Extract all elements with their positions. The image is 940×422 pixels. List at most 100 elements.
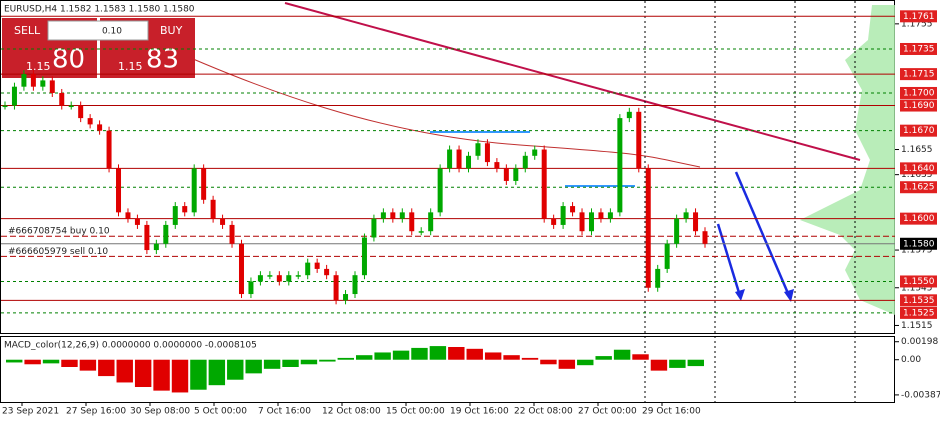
macd-bar (24, 359, 41, 365)
candle-body (286, 275, 292, 282)
candle-body (305, 262, 311, 276)
x-tick-label: 5 Oct 00:00 (194, 407, 247, 417)
candle-body (11, 86, 17, 106)
macd-bar (503, 355, 520, 360)
candle-body (598, 212, 604, 219)
candle-body (97, 124, 103, 131)
x-tick-label: 23 Sep 2021 (2, 407, 59, 417)
candle-body (579, 212, 585, 232)
macd-bar (577, 359, 594, 366)
lot-value[interactable]: 0.10 (102, 27, 122, 37)
arrow-head (784, 289, 794, 302)
level-label: 1.1525 (903, 308, 935, 318)
macd-bar (411, 347, 428, 360)
bid-digits: 80 (52, 45, 85, 75)
macd-bar (466, 348, 483, 360)
candle-body (428, 212, 434, 232)
candle-body (182, 206, 188, 213)
candle-body (503, 168, 509, 181)
level-label: 1.1700 (903, 88, 935, 98)
level-label: 1.1670 (903, 126, 935, 136)
level-box (900, 10, 937, 23)
macd-bar (521, 357, 539, 360)
candle-body (702, 231, 708, 244)
macd-bar (208, 359, 226, 386)
y-tick-label: 1.1515 (901, 321, 933, 331)
sell-button[interactable]: SELL (14, 24, 41, 37)
candle-body (40, 80, 46, 87)
level-label: 1.1735 (903, 44, 935, 54)
candle-body (674, 218, 680, 244)
macd-bar (79, 359, 97, 371)
candle-body (626, 111, 632, 119)
macd-bar (392, 350, 410, 360)
candle-body (447, 149, 453, 169)
candle-body (314, 262, 320, 269)
candle-body (399, 212, 405, 219)
candle-body (267, 275, 273, 277)
candle-body (466, 155, 472, 169)
x-tick-label: 30 Sep 08:00 (130, 407, 190, 417)
candle-body (220, 218, 226, 225)
buy-button[interactable]: BUY (160, 24, 183, 37)
macd-bar (61, 359, 78, 367)
macd-bar (42, 359, 60, 364)
candle-body (125, 212, 131, 219)
candle-body (541, 149, 547, 219)
candle-body (645, 168, 651, 288)
x-tick-label: 29 Oct 16:00 (642, 407, 701, 417)
y-tick-label: 1.1655 (901, 145, 933, 155)
candle-body (172, 206, 178, 225)
macd-bar (263, 359, 281, 369)
level-box (900, 68, 937, 81)
candle-body (163, 224, 169, 244)
arrow-line (734, 171, 792, 299)
level-box (900, 181, 937, 194)
x-tick-label: 27 Sep 16:00 (66, 407, 126, 417)
candle-body (655, 268, 661, 288)
macd-label: MACD_color(12,26,9) 0.0000000 0.0000000 … (4, 341, 257, 351)
macd-bar (319, 359, 336, 362)
level-label: 1.1640 (903, 164, 935, 174)
level-box (900, 212, 937, 225)
level-label: 1.1550 (903, 277, 935, 287)
candle-body (248, 281, 254, 295)
lot-input[interactable] (47, 20, 149, 41)
candle-body (617, 118, 623, 213)
bid-prefix: 1.15 (26, 60, 51, 73)
macd-bar (98, 359, 115, 377)
candle-body (409, 212, 415, 232)
candle-body (607, 212, 613, 219)
x-tick-label: 22 Oct 08:00 (514, 407, 573, 417)
candle-body (2, 105, 8, 108)
candle-body (210, 199, 216, 219)
macd-bar (190, 359, 207, 390)
one-click-panel: SELL BUY 0.10 1.15 80 1.15 83 (2, 18, 195, 78)
level-label: 1.1761 (903, 12, 935, 22)
macd-bar (134, 359, 152, 387)
level-label: 1.1600 (903, 214, 935, 224)
macd-bar (282, 359, 299, 367)
x-tick-label: 12 Oct 08:00 (322, 407, 381, 417)
macd-bar (669, 359, 686, 368)
macd-bar (116, 359, 133, 383)
macd-bar (337, 357, 354, 360)
macd-bar (540, 359, 557, 365)
macd-bar (632, 354, 649, 360)
macd-bar (153, 359, 170, 391)
level-label: 1.1535 (903, 296, 935, 306)
candle-body (693, 212, 699, 232)
y-tick-label: 1.1755 (901, 19, 933, 29)
y-tick-label: 0.00198 (901, 337, 938, 347)
y-tick-label: 1.1575 (901, 246, 933, 256)
macd-bar (687, 359, 704, 367)
y-tick-label: -0.00387 (901, 390, 940, 400)
y-tick-label: 1.1545 (901, 283, 933, 293)
trend-line (284, 2, 861, 161)
symbol-header: EURUSD,H4 1.1582 1.1583 1.1580 1.1580 (4, 5, 195, 15)
level-box (900, 306, 937, 319)
candle-body (361, 237, 367, 276)
level-box (900, 42, 937, 55)
x-tick-label: 15 Oct 00:00 (386, 407, 445, 417)
candle-body (475, 143, 481, 156)
